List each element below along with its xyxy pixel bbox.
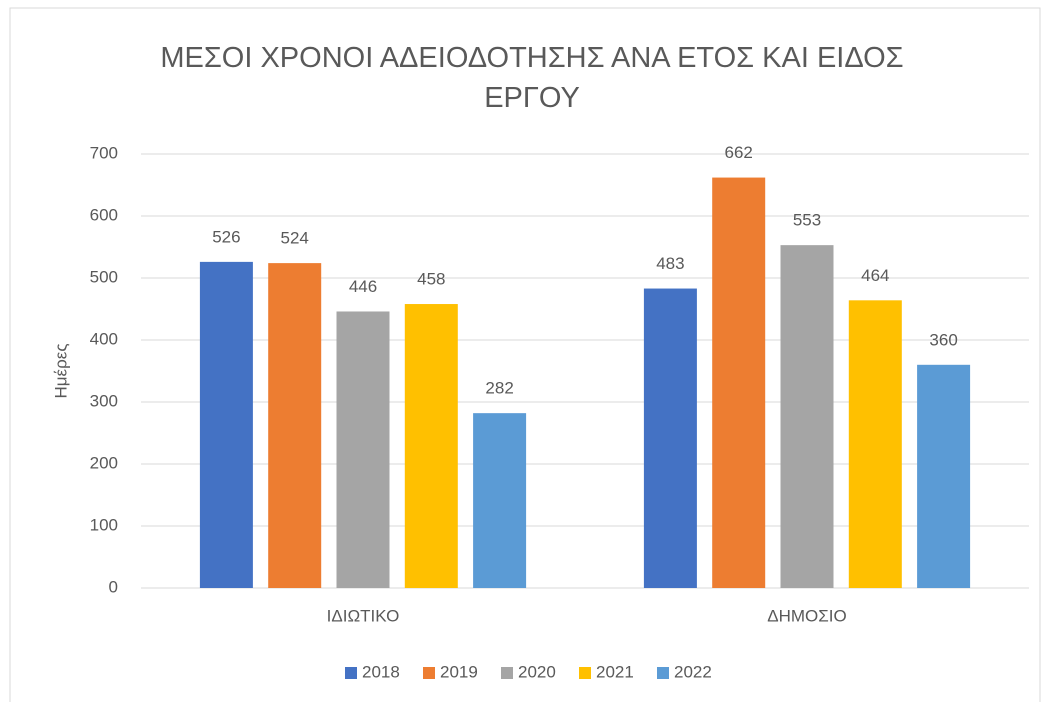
legend-swatch — [423, 667, 435, 679]
bar — [268, 263, 322, 588]
data-label: 526 — [212, 227, 240, 246]
data-label: 483 — [656, 254, 684, 273]
y-tick-label: 200 — [90, 453, 118, 472]
legend-swatch — [579, 667, 591, 679]
legend-label: 2021 — [596, 662, 634, 681]
bar — [473, 413, 527, 588]
data-label: 553 — [793, 211, 821, 230]
x-tick-label: ΙΔΙΩΤΙΚΟ — [327, 606, 400, 625]
chart-border — [9, 7, 1041, 702]
data-label: 662 — [725, 143, 753, 162]
legend-swatch — [345, 667, 357, 679]
y-axis-label: Ημέρες — [51, 343, 70, 398]
bar — [643, 288, 697, 588]
legend-label: 2022 — [674, 662, 712, 681]
legend-label: 2019 — [440, 662, 478, 681]
data-label: 360 — [929, 330, 957, 349]
data-label: 458 — [417, 270, 445, 289]
bar — [404, 304, 458, 588]
bar — [917, 364, 971, 588]
y-tick-label: 300 — [90, 391, 118, 410]
legend-label: 2018 — [362, 662, 400, 681]
chart-title: ΜΕΣΟΙ ΧΡΟΝΟΙ ΑΔΕΙΟΔΟΤΗΣΗΣ ΑΝΑ ΕΤΟΣ ΚΑΙ Ε… — [160, 42, 904, 114]
legend-swatch — [501, 667, 513, 679]
legend-swatch — [657, 667, 669, 679]
bar — [712, 177, 766, 588]
x-tick-label: ΔΗΜΟΣΙΟ — [767, 606, 846, 625]
data-label: 524 — [281, 229, 309, 248]
data-label: 446 — [349, 277, 377, 296]
bar — [199, 261, 253, 588]
bar — [848, 300, 902, 588]
data-label: 464 — [861, 266, 889, 285]
y-tick-label: 100 — [90, 515, 118, 534]
y-tick-label: 400 — [90, 329, 118, 348]
bar — [336, 311, 390, 588]
y-tick-label: 700 — [90, 143, 118, 162]
y-tick-label: 600 — [90, 205, 118, 224]
y-tick-label: 0 — [109, 577, 118, 596]
bar — [780, 245, 834, 588]
data-label: 282 — [485, 379, 513, 398]
y-tick-label: 500 — [90, 267, 118, 286]
legend-label: 2020 — [518, 662, 556, 681]
